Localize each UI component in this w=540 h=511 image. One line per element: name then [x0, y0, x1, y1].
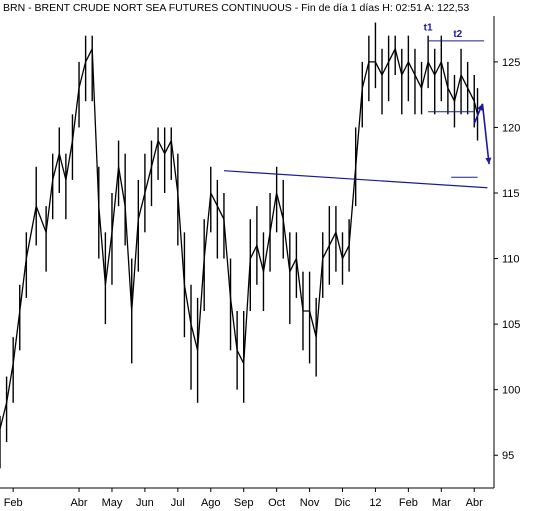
arrow-up-head [477, 103, 483, 111]
y-tick-label: 105 [502, 319, 520, 331]
y-tick-label: 120 [502, 122, 520, 134]
x-tick-label: Jun [136, 497, 154, 509]
price-series-line [0, 48, 479, 430]
x-tick-label: 12 [369, 497, 381, 509]
x-tick-label: Abr [466, 497, 483, 509]
y-tick-label: 95 [502, 450, 514, 462]
x-tick-label: Feb [4, 497, 23, 509]
t1-label: t1 [424, 22, 433, 33]
y-axis: 95 100 105 110 115 120 125 [494, 57, 520, 462]
y-tick-label: 100 [502, 385, 520, 397]
y-tick-label: 110 [502, 254, 520, 266]
x-tick-label: Mar [432, 497, 451, 509]
x-axis: Feb Abr May Jun Jul Ago Sep Oct Nov Dic 12 Feb Mar Ab… [4, 488, 483, 509]
x-tick-label: Jul [171, 497, 185, 509]
chart-title: BRN - BRENT CRUDE NORT SEA FUTURES CONTI… [3, 2, 469, 14]
arrow-down [481, 103, 490, 165]
x-tick-label: Feb [399, 497, 418, 509]
x-tick-label: Oct [268, 497, 285, 509]
t2-label: t2 [453, 29, 462, 40]
trendline [223, 170, 488, 189]
y-tick-label: 115 [502, 188, 520, 200]
x-tick-label: Dic [335, 497, 351, 509]
x-tick-label: Ago [201, 497, 221, 509]
x-tick-label: May [102, 497, 123, 509]
x-tick-label: Sep [234, 497, 254, 509]
pattern-annotations: t1 t2 [223, 22, 492, 189]
arrow-down-head [485, 157, 492, 165]
x-tick-label: Nov [300, 497, 320, 509]
x-tick-label: Abr [70, 497, 87, 509]
y-tick-label: 125 [502, 57, 520, 69]
